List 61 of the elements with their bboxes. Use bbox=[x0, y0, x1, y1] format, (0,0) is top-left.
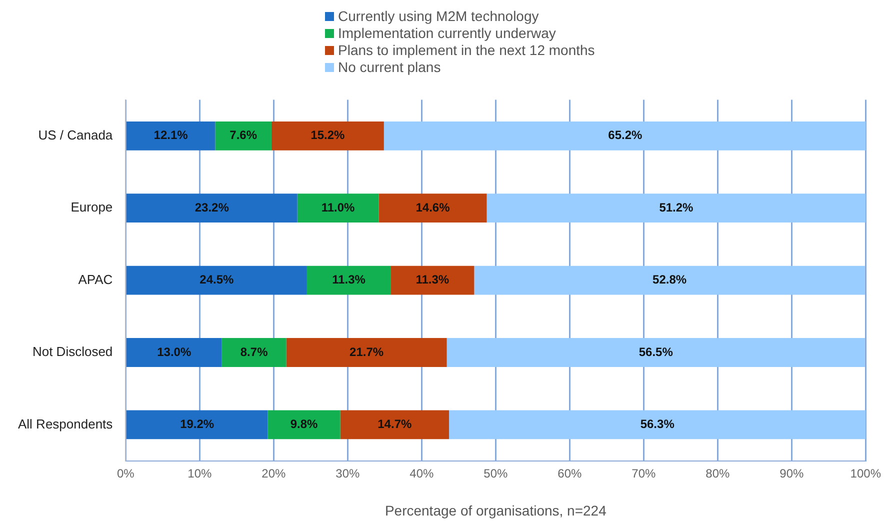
bar bbox=[268, 410, 340, 440]
x-tick-label: 30% bbox=[336, 466, 360, 480]
bar bbox=[126, 121, 216, 150]
data-label: 11.0% bbox=[321, 200, 356, 214]
bar bbox=[340, 410, 450, 440]
data-label: 15.2% bbox=[310, 128, 346, 142]
x-tick-label: 60% bbox=[558, 466, 582, 480]
x-tick-label: 90% bbox=[780, 466, 804, 480]
bar bbox=[474, 266, 865, 295]
legend-label: Plans to implement in the next 12 months bbox=[338, 42, 595, 59]
bar bbox=[286, 338, 447, 367]
data-label: 9.8% bbox=[290, 417, 318, 432]
legend-label: No current plans bbox=[338, 59, 441, 76]
data-label: 23.2% bbox=[194, 200, 230, 214]
bar bbox=[215, 121, 272, 150]
legend-label: Implementation currently underway bbox=[338, 25, 556, 42]
bar bbox=[126, 338, 222, 367]
y-tick-label: US / Canada bbox=[38, 127, 114, 142]
x-axis-title: Percentage of organisations, n=224 bbox=[384, 502, 607, 518]
y-tick-label: APAC bbox=[78, 272, 113, 287]
data-label: 14.7% bbox=[378, 417, 412, 432]
data-label: 56.5% bbox=[638, 344, 674, 359]
data-label: 65.2% bbox=[608, 128, 642, 142]
data-label: 11.3% bbox=[416, 272, 450, 287]
data-label: 56.3% bbox=[640, 417, 675, 432]
y-tick-label: All Respondents bbox=[18, 416, 114, 432]
bar bbox=[222, 338, 286, 367]
x-tick-label: 20% bbox=[262, 466, 286, 480]
x-tick-label: 80% bbox=[706, 466, 730, 480]
data-label: 51.2% bbox=[659, 200, 694, 214]
bar bbox=[306, 266, 391, 295]
bar bbox=[384, 121, 866, 150]
bar bbox=[486, 194, 866, 223]
bar bbox=[378, 194, 487, 223]
data-label: 7.6% bbox=[230, 128, 258, 142]
legend-label: Currently using M2M technology bbox=[338, 8, 539, 25]
x-tick-label: 50% bbox=[484, 466, 508, 480]
bar bbox=[297, 194, 379, 223]
y-tick-label: Europe bbox=[70, 200, 113, 215]
data-label: 52.8% bbox=[652, 272, 687, 287]
bar bbox=[126, 266, 307, 295]
data-label: 8.7% bbox=[240, 344, 268, 359]
bar bbox=[126, 410, 268, 440]
x-tick-label: 10% bbox=[188, 466, 212, 480]
y-tick-label: Not Disclosed bbox=[32, 344, 113, 360]
bar bbox=[390, 266, 474, 295]
data-label: 13.0% bbox=[157, 344, 192, 359]
bar bbox=[126, 194, 298, 223]
bar bbox=[271, 121, 384, 150]
bar bbox=[446, 338, 865, 367]
data-label: 24.5% bbox=[200, 272, 234, 287]
x-tick-label: 40% bbox=[410, 466, 434, 480]
x-tick-label: 100% bbox=[850, 466, 882, 480]
x-tick-label: 0% bbox=[116, 466, 135, 480]
data-label: 19.2% bbox=[180, 417, 214, 432]
data-label: 14.6% bbox=[416, 200, 450, 214]
data-label: 11.3% bbox=[332, 272, 366, 287]
data-label: 12.1% bbox=[154, 128, 188, 142]
x-tick-label: 70% bbox=[632, 466, 656, 480]
data-label: 21.7% bbox=[350, 344, 384, 359]
bar bbox=[449, 410, 866, 440]
